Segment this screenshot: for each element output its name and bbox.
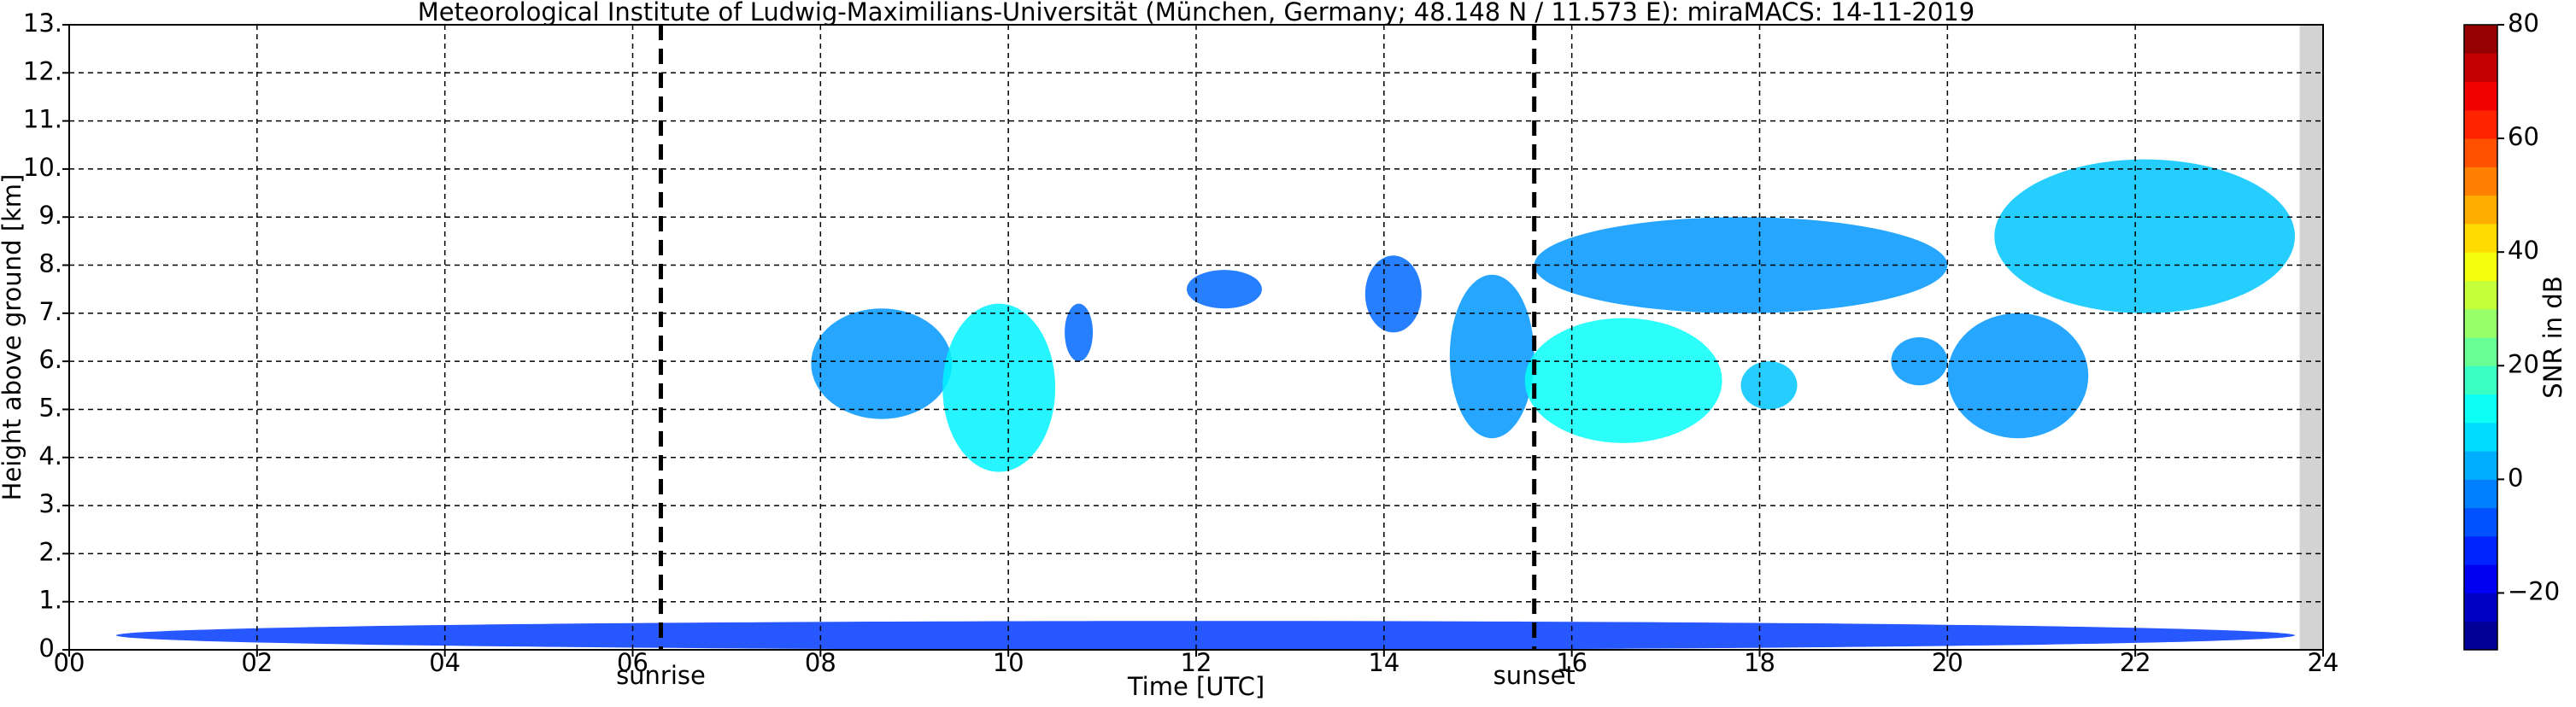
radar-echo <box>1187 270 1262 309</box>
x-tick-label: 10 <box>993 648 1024 677</box>
colorbar-step <box>2464 564 2497 593</box>
y-tick-label: 5. <box>38 393 62 422</box>
colorbar-tick-label: 60 <box>2508 122 2539 151</box>
plot-frame <box>68 24 2324 651</box>
y-tick-label: 4. <box>38 441 62 470</box>
radar-echo <box>1947 313 2089 439</box>
y-axis-label: Height above ground [km] <box>0 174 26 501</box>
y-tick-label: 11. <box>23 105 62 134</box>
colorbar-step <box>2464 337 2497 366</box>
y-tick-label: 12. <box>23 56 62 85</box>
x-tick-label: 06 <box>617 648 648 677</box>
x-tick-label: 18 <box>1744 648 1775 677</box>
radar-echo <box>942 303 1056 472</box>
colorbar-step <box>2464 593 2497 622</box>
colorbar-step <box>2464 280 2497 310</box>
radar-echo <box>1994 159 2296 313</box>
radar-echo <box>1524 318 1722 443</box>
radar-echo <box>1449 274 1534 439</box>
colorbar-step <box>2464 621 2497 651</box>
colorbar-step <box>2464 53 2497 83</box>
radar-echo <box>1891 337 1948 386</box>
radar-echo <box>1065 303 1094 362</box>
no-data-region <box>2299 25 2323 650</box>
radar-echo <box>811 308 953 419</box>
colorbar-step <box>2464 308 2497 338</box>
x-tick-label: 24 <box>2308 648 2339 677</box>
x-tick-label: 20 <box>1932 648 1963 677</box>
colorbar-step <box>2464 138 2497 167</box>
colorbar-frame <box>2463 24 2498 651</box>
colorbar-step <box>2464 394 2497 424</box>
colorbar-step <box>2464 25 2497 54</box>
colorbar-tick-label: 80 <box>2508 9 2539 38</box>
x-axis-label: Time [UTC] <box>1127 672 1265 701</box>
colorbar-step <box>2464 451 2497 480</box>
y-tick-label: 10. <box>23 153 62 182</box>
radar-echo <box>1364 255 1422 333</box>
colorbar-step <box>2464 422 2497 452</box>
y-tick-label: 0. <box>38 634 62 663</box>
colorbar-step <box>2464 507 2497 537</box>
colorbar-step <box>2464 365 2497 395</box>
x-tick-label: 12 <box>1181 648 1212 677</box>
x-tick-label: 14 <box>1368 648 1399 677</box>
event-label: sunrise <box>616 661 706 690</box>
x-tick-label: 02 <box>241 648 273 677</box>
y-tick-label: 13. <box>23 9 62 38</box>
x-tick-label: 16 <box>1556 648 1587 677</box>
colorbar-step <box>2464 535 2497 565</box>
colorbar-tick-label: 40 <box>2508 236 2539 265</box>
x-tick-label: 22 <box>2120 648 2151 677</box>
colorbar-step <box>2464 223 2497 253</box>
colorbar-step <box>2464 252 2497 281</box>
colorbar-tick-label: 20 <box>2508 349 2539 378</box>
x-tick-label: 08 <box>805 648 836 677</box>
radar-echo <box>1534 217 1948 313</box>
colorbar-step <box>2464 81 2497 111</box>
x-tick-label: 04 <box>429 648 461 677</box>
x-tick-label: 00 <box>54 648 85 677</box>
y-tick-label: 3. <box>38 489 62 518</box>
radar-echo <box>115 621 2296 650</box>
y-tick-label: 9. <box>38 201 62 230</box>
chart-title: Meteorological Institute of Ludwig-Maxim… <box>418 0 1975 26</box>
colorbar-label: SNR in dB <box>2538 276 2567 398</box>
y-tick-label: 2. <box>38 537 62 566</box>
echo-layer <box>115 159 2296 650</box>
y-tick-label: 1. <box>38 586 62 615</box>
event-label: sunset <box>1493 661 1576 690</box>
y-tick-label: 8. <box>38 249 62 278</box>
colorbar-step <box>2464 167 2497 196</box>
colorbar-tick-label: −20 <box>2508 576 2560 605</box>
colorbar-step <box>2464 479 2497 509</box>
y-tick-label: 7. <box>38 297 62 326</box>
colorbar-step <box>2464 109 2497 139</box>
colorbar-tick-label: 0 <box>2508 463 2523 492</box>
colorbar-step <box>2464 195 2497 225</box>
radar-echo <box>1740 361 1798 410</box>
y-tick-label: 6. <box>38 345 62 374</box>
